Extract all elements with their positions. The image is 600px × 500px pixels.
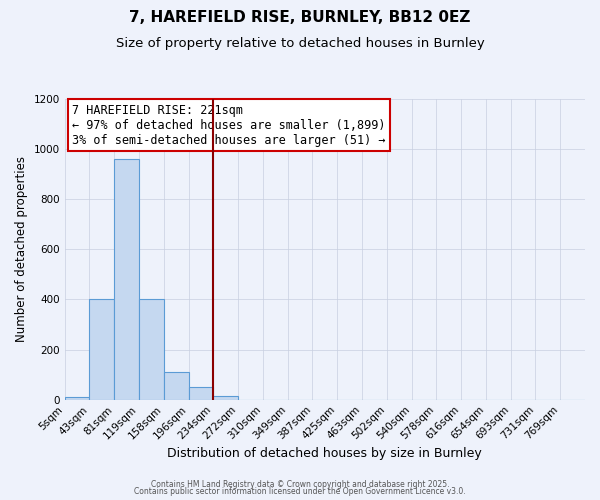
Y-axis label: Number of detached properties: Number of detached properties [15,156,28,342]
X-axis label: Distribution of detached houses by size in Burnley: Distribution of detached houses by size … [167,447,482,460]
Text: 7 HAREFIELD RISE: 221sqm
← 97% of detached houses are smaller (1,899)
3% of semi: 7 HAREFIELD RISE: 221sqm ← 97% of detach… [73,104,386,146]
Bar [114,159,139,400]
Bar [164,372,188,400]
Bar [65,397,89,400]
Bar [139,300,164,400]
Bar [89,300,114,400]
Text: Contains public sector information licensed under the Open Government Licence v3: Contains public sector information licen… [134,487,466,496]
Bar [188,387,214,400]
Text: 7, HAREFIELD RISE, BURNLEY, BB12 0EZ: 7, HAREFIELD RISE, BURNLEY, BB12 0EZ [130,10,470,25]
Bar [214,396,238,400]
Text: Size of property relative to detached houses in Burnley: Size of property relative to detached ho… [116,38,484,51]
Text: Contains HM Land Registry data © Crown copyright and database right 2025.: Contains HM Land Registry data © Crown c… [151,480,449,489]
